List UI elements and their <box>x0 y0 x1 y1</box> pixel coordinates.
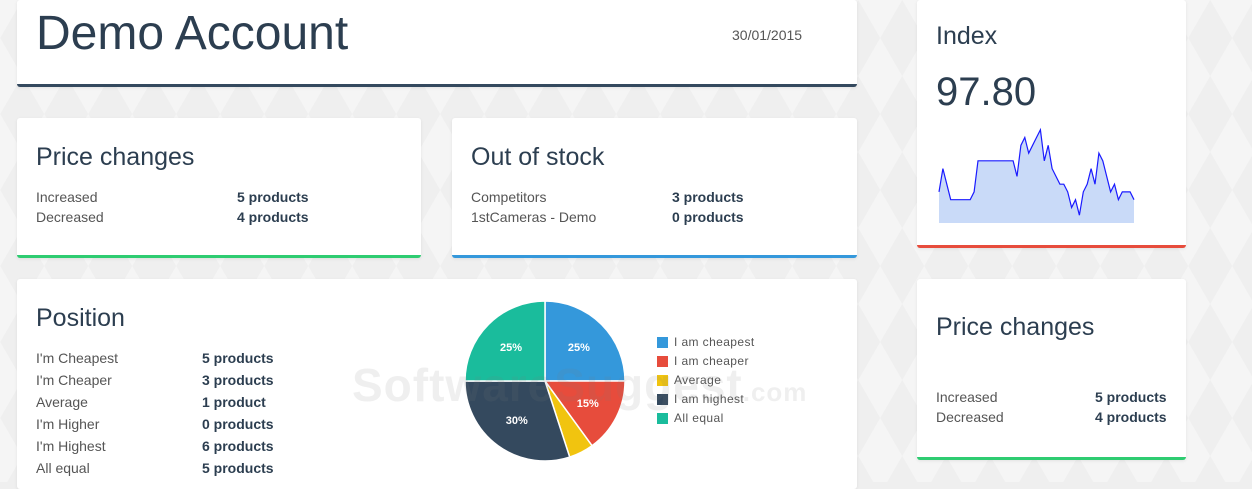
row-value: 4 products <box>237 209 309 225</box>
legend-label: I am cheapest <box>674 335 755 349</box>
row-value: 3 products <box>672 189 744 205</box>
row-label: Decreased <box>36 209 104 225</box>
price-changes-card[interactable]: Price changes Increased 5 products Decre… <box>17 118 421 258</box>
index-sparkline <box>938 127 1135 223</box>
row-value: 0 products <box>672 209 744 225</box>
row-value: 5 products <box>202 350 274 366</box>
legend-swatch <box>657 413 668 424</box>
pie-slice[interactable] <box>543 380 626 447</box>
row-value: 5 products <box>237 189 309 205</box>
card-title: Price changes <box>936 313 1095 341</box>
legend-swatch <box>657 375 668 386</box>
row-label: Increased <box>36 189 98 205</box>
row-value: 6 products <box>202 438 274 454</box>
legend-item[interactable]: Average <box>657 371 755 390</box>
row-value: 1 product <box>202 394 266 410</box>
card-title: Out of stock <box>471 143 605 171</box>
pie-data-label: 30% <box>506 415 528 427</box>
pie-legend: I am cheapest I am cheaper Average I am … <box>657 333 755 428</box>
card-title: Price changes <box>36 143 195 171</box>
pie-data-label: 25% <box>500 342 522 354</box>
list-item: Decreased 4 products <box>936 407 1167 427</box>
out-of-stock-card[interactable]: Out of stock Competitors 3 products 1stC… <box>452 118 857 258</box>
row-label: Increased <box>936 389 998 405</box>
row-value: 5 products <box>202 460 274 476</box>
pie-slice[interactable] <box>464 300 546 382</box>
legend-swatch <box>657 337 668 348</box>
list-item: Increased 5 products <box>936 387 1167 407</box>
sparkline-line <box>938 127 1135 216</box>
row-value: 5 products <box>1095 389 1167 405</box>
price-changes-right-list: Increased 5 products Decreased 4 product… <box>936 387 1167 427</box>
watermark: SoftwareSuggest.com <box>352 359 808 411</box>
row-label: All equal <box>36 460 90 476</box>
index-card[interactable]: Index 97.80 <box>917 0 1186 248</box>
pie-slice[interactable] <box>464 380 571 462</box>
row-label: Competitors <box>471 189 547 205</box>
index-value: 97.80 <box>936 70 1037 114</box>
row-label: 1stCameras - Demo <box>471 209 597 225</box>
row-label: Average <box>36 394 88 410</box>
header-card: Demo Account 30/01/2015 <box>17 0 857 87</box>
card-title: Position <box>36 304 125 332</box>
row-label: I'm Cheapest <box>36 350 119 366</box>
page-title: Demo Account <box>36 7 349 60</box>
price-changes-right-card[interactable]: Price changes Increased 5 products Decre… <box>917 279 1186 460</box>
legend-label: I am cheaper <box>674 354 749 368</box>
card-title: Index <box>936 22 998 50</box>
legend-label: All equal <box>674 411 724 425</box>
legend-swatch <box>657 356 668 367</box>
legend-label: I am highest <box>674 392 745 406</box>
position-card[interactable]: Position I'm Cheapest 5 products I'm Che… <box>17 279 857 489</box>
legend-item[interactable]: I am cheapest <box>657 333 755 352</box>
row-value: 3 products <box>202 372 274 388</box>
legend-item[interactable]: I am highest <box>657 390 755 409</box>
legend-item[interactable]: All equal <box>657 409 755 428</box>
row-label: Decreased <box>936 409 1004 425</box>
position-pie-chart[interactable]: 25% 15% 30% 25% <box>457 293 633 469</box>
row-label: I'm Cheaper <box>36 372 112 388</box>
row-value: 0 products <box>202 416 274 432</box>
pie-data-label: 25% <box>568 342 590 354</box>
legend-label: Average <box>674 373 722 387</box>
row-label: I'm Highest <box>36 438 106 454</box>
legend-swatch <box>657 394 668 405</box>
sparkline-area <box>939 129 1134 223</box>
row-value: 4 products <box>1095 409 1167 425</box>
pie-data-label: 15% <box>577 398 599 410</box>
row-label: I'm Higher <box>36 416 100 432</box>
pie-slice[interactable] <box>544 300 626 382</box>
legend-item[interactable]: I am cheaper <box>657 352 755 371</box>
report-date: 30/01/2015 <box>732 27 803 43</box>
